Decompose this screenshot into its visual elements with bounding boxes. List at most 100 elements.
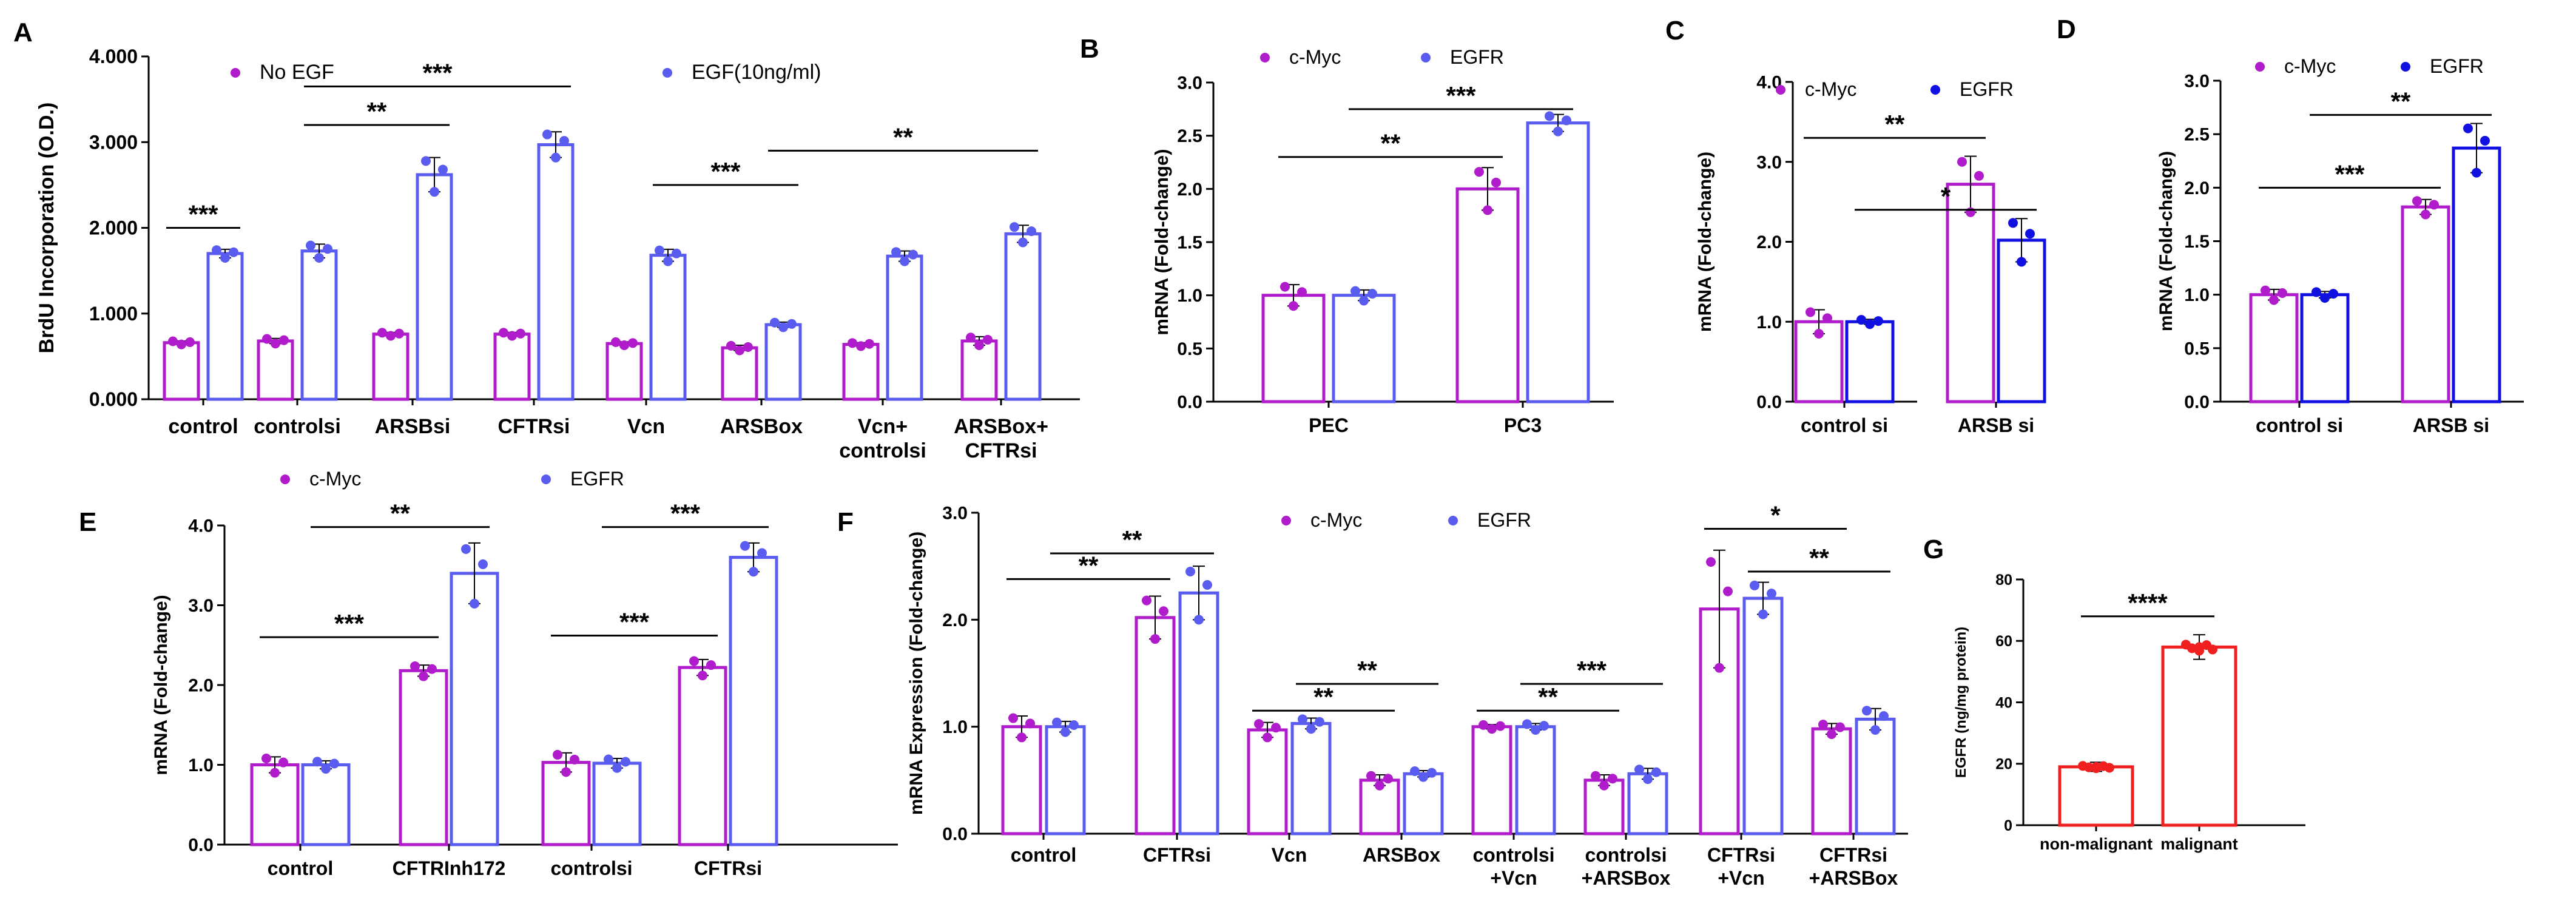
data-point <box>787 319 797 329</box>
y-tick-label: 2.5 <box>2184 125 2210 145</box>
data-point <box>672 248 681 258</box>
data-point <box>1025 718 1035 729</box>
y-tick-label: 1.5 <box>2184 232 2210 252</box>
bar <box>2249 293 2299 403</box>
bar <box>2058 765 2134 827</box>
x-tick-label: control si <box>1801 414 1888 436</box>
data-point <box>1483 205 1492 215</box>
data-point <box>1010 222 1019 232</box>
legend-marker <box>1421 53 1431 62</box>
data-point <box>770 317 780 328</box>
data-point <box>1375 780 1384 791</box>
y-tick-label: 1.0 <box>1177 286 1202 306</box>
x-tick-label: CFTRsi <box>1707 844 1775 866</box>
data-point <box>611 337 621 347</box>
data-point <box>2105 763 2114 773</box>
data-point <box>983 334 993 345</box>
data-point <box>1060 727 1070 737</box>
data-point <box>621 757 630 767</box>
data-point <box>261 753 271 763</box>
data-point <box>377 328 387 338</box>
x-tick-label: malignant <box>2160 835 2238 853</box>
data-point <box>698 670 707 681</box>
legend-marker <box>2401 62 2410 72</box>
y-tick-label: 3.0 <box>942 504 968 524</box>
data-point <box>1027 226 1036 237</box>
y-tick-label: 0.0 <box>1177 393 1202 413</box>
y-tick-label: 2.0 <box>2184 178 2210 198</box>
data-point <box>2208 644 2217 655</box>
y-tick-label: 3.0 <box>188 596 214 616</box>
x-tick-label: +ARSBox <box>1809 867 1898 889</box>
x-tick-label: ARSB si <box>1958 414 2034 436</box>
data-point <box>1522 719 1532 729</box>
legend-label: c-Myc <box>1289 46 1341 68</box>
significance-label: *** <box>188 200 218 229</box>
data-point <box>1159 606 1168 616</box>
legend-label: EGFR <box>1960 78 2014 100</box>
y-tick-label: 2.000 <box>89 217 138 239</box>
x-tick-label: +ARSBox <box>1582 867 1671 889</box>
data-point <box>1553 126 1563 137</box>
y-tick-label: 2.0 <box>188 676 214 696</box>
data-point <box>1271 723 1281 733</box>
legend-label: c-Myc <box>1805 78 1856 100</box>
panel-label: A <box>13 18 33 47</box>
panel-label: F <box>837 507 854 537</box>
x-tick-label: control <box>168 415 238 438</box>
data-point <box>1367 289 1377 299</box>
x-tick-label: PEC <box>1309 414 1349 436</box>
significance-label: ** <box>390 499 410 528</box>
data-point <box>1366 771 1376 781</box>
data-point <box>856 341 866 351</box>
bar <box>1515 725 1556 836</box>
y-tick-label: 0.000 <box>89 388 138 410</box>
significance-label: ** <box>367 97 387 126</box>
significance-label: ** <box>1357 656 1377 684</box>
legend-marker <box>280 474 290 484</box>
bar <box>1332 294 1396 403</box>
x-tick-label: non-malignant <box>2040 835 2153 853</box>
x-tick-label: +Vcn <box>1490 867 1537 889</box>
data-point <box>604 754 613 765</box>
data-point <box>848 338 857 348</box>
legend-label: c-Myc <box>309 468 361 490</box>
data-point <box>1531 724 1540 735</box>
panel-label: E <box>79 507 96 537</box>
y-tick-label: 1.0 <box>942 717 968 737</box>
data-point <box>421 156 431 166</box>
data-point <box>1359 295 1369 306</box>
data-point <box>1383 774 1393 784</box>
bar <box>1135 616 1176 836</box>
bar <box>450 572 499 846</box>
bar <box>300 249 338 401</box>
bar <box>2161 645 2237 827</box>
y-tick-label: 0.0 <box>2184 393 2210 413</box>
x-tick-label: CFTRsi <box>965 439 1037 462</box>
data-point <box>1289 301 1298 311</box>
bar <box>301 763 351 846</box>
significance-label: * <box>1770 501 1781 529</box>
data-point <box>1008 713 1018 723</box>
data-point <box>394 328 404 339</box>
data-point <box>1562 115 1571 126</box>
data-point <box>1479 720 1488 730</box>
data-point <box>542 129 552 140</box>
x-tick-label: CFTRsi <box>694 857 762 879</box>
x-tick-label: control <box>268 857 333 879</box>
data-point <box>740 541 750 551</box>
significance-label: *** <box>710 157 741 186</box>
data-point <box>262 334 272 344</box>
data-point <box>478 559 488 569</box>
data-point <box>2320 292 2330 303</box>
bar <box>399 669 448 846</box>
panel-b: B 0.0 0.5 1.0 1.5 2.0 2.5 3.0 mRNA (Fold-change)… <box>1080 34 1614 436</box>
data-point <box>757 548 767 558</box>
y-tick-label: 0.0 <box>942 825 968 845</box>
y-tick-label: 1.0 <box>1756 312 1782 333</box>
data-point <box>321 764 331 774</box>
bar <box>1742 596 1784 836</box>
data-point <box>1410 766 1420 777</box>
y-axis-title: mRNA (Fold-change) <box>1151 149 1172 335</box>
data-point <box>427 664 437 674</box>
